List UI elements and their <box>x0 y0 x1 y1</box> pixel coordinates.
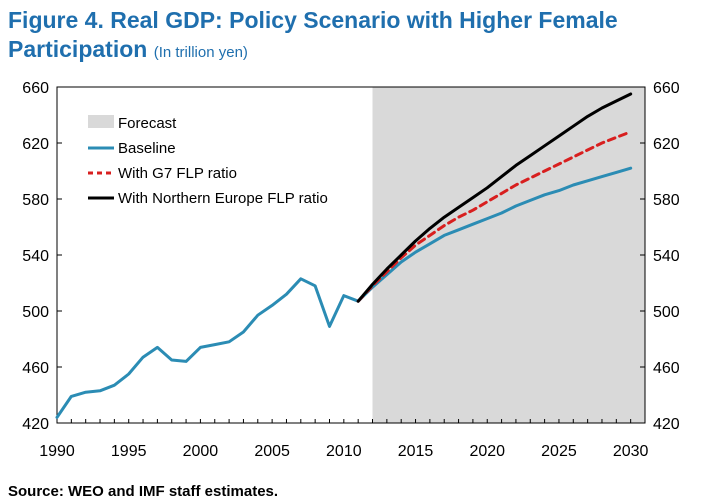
x-tick-label: 2005 <box>254 443 290 460</box>
y-tick-label-right: 500 <box>653 304 680 321</box>
y-tick-label-left: 660 <box>22 80 49 97</box>
y-tick-label-left: 420 <box>22 416 49 433</box>
legend-layer: Forecast Baseline With G7 FLP ratio With No… <box>88 115 328 207</box>
y-tick-label-right: 460 <box>653 360 680 377</box>
y-tick-label-right: 580 <box>653 192 680 209</box>
x-tick-label: 2000 <box>183 443 219 460</box>
baseline-line <box>55 166 633 419</box>
y-tick-label-left: 500 <box>22 304 49 321</box>
y-tick-label-left: 580 <box>22 192 49 209</box>
y-tick-label-right: 420 <box>653 416 680 433</box>
legend-label-baseline-line: Baseline <box>118 140 176 157</box>
chart-subtitle: (In trillion yen) <box>153 44 248 61</box>
y-tick-label-left: 620 <box>22 136 49 153</box>
axes-layer: 420 420 460 460 500 500 540 540 580 580 620 620 660 6… <box>22 80 680 460</box>
chart-title-text: Figure 4. Real GDP: Policy Scenario with… <box>8 7 618 62</box>
legend-forecast-label: Forecast <box>118 115 177 132</box>
chart-title: Figure 4. Real GDP: Policy Scenario with… <box>8 6 698 67</box>
y-tick-label-right: 620 <box>653 136 680 153</box>
g7-flp-line <box>356 130 633 303</box>
x-tick-label: 2015 <box>398 443 434 460</box>
legend-label-g7-flp-line: With G7 FLP ratio <box>118 165 237 182</box>
series-layer <box>55 92 633 419</box>
x-tick-label: 2025 <box>541 443 577 460</box>
y-tick-label-left: 460 <box>22 360 49 377</box>
x-tick-label: 2020 <box>469 443 505 460</box>
real-gdp-chart: 420 420 460 460 500 500 540 540 580 580 620 620 660 6… <box>22 80 680 460</box>
y-tick-label-left: 540 <box>22 248 49 265</box>
y-tick-label-right: 660 <box>653 80 680 97</box>
x-tick-label: 1995 <box>111 443 147 460</box>
source-note: Source: WEO and IMF staff estimates. <box>8 483 279 500</box>
x-tick-label: 2030 <box>613 443 649 460</box>
legend-forecast-swatch <box>88 115 114 128</box>
y-tick-label-right: 540 <box>653 248 680 265</box>
x-tick-label: 2010 <box>326 443 362 460</box>
legend-label-northern-europe-flp-line: With Northern Europe FLP ratio <box>118 190 328 207</box>
x-tick-label: 1990 <box>39 443 75 460</box>
northern-europe-flp-line <box>356 92 633 303</box>
